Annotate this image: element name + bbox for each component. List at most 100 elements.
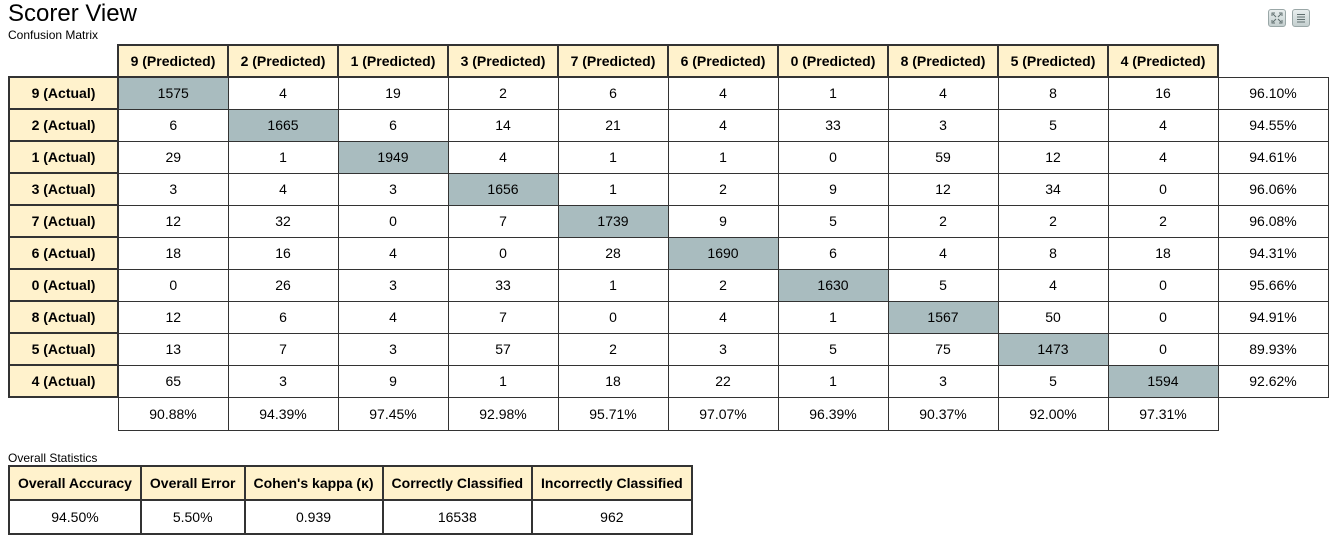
matrix-diagonal-cell: 1594 xyxy=(1107,364,1219,398)
matrix-cell: 0 xyxy=(117,268,229,302)
matrix-diagonal-cell: 1567 xyxy=(887,300,999,334)
matrix-cell: 5 xyxy=(777,332,889,366)
matrix-cell: 4 xyxy=(337,236,449,270)
row-accuracy-cell: 92.62% xyxy=(1217,364,1329,398)
stats-header-cell: Correctly Classified xyxy=(381,465,534,501)
matrix-cell: 9 xyxy=(777,172,889,206)
predicted-column-header: 0 (Predicted) xyxy=(777,44,889,78)
actual-row-header: 8 (Actual) xyxy=(8,300,119,334)
matrix-cell: 6 xyxy=(117,108,229,142)
matrix-cell: 50 xyxy=(997,300,1109,334)
row-accuracy-cell: 96.10% xyxy=(1217,76,1329,110)
fullscreen-icon xyxy=(1271,12,1283,24)
matrix-cell: 3 xyxy=(667,332,779,366)
matrix-cell: 5 xyxy=(997,364,1109,398)
column-accuracy-row: 90.88% 94.39% 97.45% 92.98% 95.71% 97.07% 96.3… xyxy=(9,396,1328,431)
row-accuracy-cell: 89.93% xyxy=(1217,332,1329,366)
matrix-cell: 9 xyxy=(667,204,779,238)
column-accuracy-cell: 95.71% xyxy=(557,396,669,431)
matrix-cell: 0 xyxy=(557,300,669,334)
matrix-row: 4 (Actual) 65 3 9 1 18 22 1 3 5 1594 92.62% xyxy=(8,364,1329,398)
matrix-cell: 7 xyxy=(447,300,559,334)
matrix-cell: 7 xyxy=(227,332,339,366)
row-accuracy-cell: 96.06% xyxy=(1217,172,1329,206)
matrix-cell: 0 xyxy=(1107,332,1219,366)
predicted-column-header: 2 (Predicted) xyxy=(227,44,339,78)
stats-value-row: 94.50% 5.50% 0.939 16538 962 xyxy=(8,499,693,535)
matrix-row: 1 (Actual) 29 1 1949 4 1 1 0 59 12 4 94.61% xyxy=(8,140,1329,174)
matrix-diagonal-cell: 1656 xyxy=(447,172,559,206)
matrix-cell: 75 xyxy=(887,332,999,366)
matrix-cell: 3 xyxy=(227,364,339,398)
matrix-cell: 1 xyxy=(557,268,669,302)
actual-row-header: 5 (Actual) xyxy=(8,332,119,366)
row-accuracy-cell: 94.31% xyxy=(1217,236,1329,270)
predicted-column-header: 8 (Predicted) xyxy=(887,44,999,78)
menu-button[interactable] xyxy=(1292,9,1310,27)
stats-header-cell: Incorrectly Classified xyxy=(531,465,693,501)
matrix-cell: 4 xyxy=(667,300,779,334)
column-accuracy-cell: 97.07% xyxy=(667,396,779,431)
matrix-row: 3 (Actual) 3 4 3 1656 1 2 9 12 34 0 96.06% xyxy=(8,172,1329,206)
matrix-cell: 12 xyxy=(997,140,1109,174)
matrix-diagonal-cell: 1665 xyxy=(227,108,339,142)
predicted-column-header: 7 (Predicted) xyxy=(557,44,669,78)
column-accuracy-cell: 97.45% xyxy=(337,396,449,431)
empty-cell xyxy=(9,397,118,430)
matrix-cell: 6 xyxy=(777,236,889,270)
matrix-cell: 4 xyxy=(997,268,1109,302)
matrix-cell: 33 xyxy=(447,268,559,302)
overall-statistics-label: Overall Statistics xyxy=(8,451,98,465)
matrix-cell: 12 xyxy=(887,172,999,206)
matrix-cell: 3 xyxy=(887,364,999,398)
column-accuracy-cell: 90.37% xyxy=(887,396,999,431)
matrix-diagonal-cell: 1739 xyxy=(557,204,669,238)
matrix-cell: 0 xyxy=(1107,268,1219,302)
matrix-cell: 3 xyxy=(887,108,999,142)
stats-value-cell: 16538 xyxy=(381,499,534,535)
matrix-diagonal-cell: 1690 xyxy=(667,236,779,270)
matrix-cell: 4 xyxy=(447,140,559,174)
matrix-cell: 3 xyxy=(117,172,229,206)
matrix-cell: 59 xyxy=(887,140,999,174)
actual-row-header: 7 (Actual) xyxy=(8,204,119,238)
stats-value-cell: 5.50% xyxy=(139,499,246,535)
matrix-corner xyxy=(9,45,118,77)
matrix-row: 5 (Actual) 13 7 3 57 2 3 5 75 1473 0 89.93% xyxy=(8,332,1329,366)
stats-value-cell: 962 xyxy=(531,499,693,535)
overall-statistics-table: Overall Accuracy Overall Error Cohen's kap… xyxy=(8,465,693,535)
matrix-cell: 2 xyxy=(557,332,669,366)
matrix-cell: 26 xyxy=(227,268,339,302)
matrix-row: 6 (Actual) 18 16 4 0 28 1690 6 4 8 18 94.31% xyxy=(8,236,1329,270)
stats-value-cell: 0.939 xyxy=(243,499,384,535)
row-accuracy-cell: 96.08% xyxy=(1217,204,1329,238)
fullscreen-button[interactable] xyxy=(1268,9,1286,27)
matrix-cell: 8 xyxy=(997,76,1109,110)
matrix-cell: 16 xyxy=(227,236,339,270)
matrix-cell: 21 xyxy=(557,108,669,142)
matrix-cell: 4 xyxy=(337,300,449,334)
matrix-cell: 4 xyxy=(1107,108,1219,142)
matrix-subtitle: Confusion Matrix xyxy=(8,28,99,42)
matrix-cell: 1 xyxy=(227,140,339,174)
matrix-cell: 9 xyxy=(337,364,449,398)
matrix-header-row: 9 (Predicted) 2 (Predicted) 1 (Predicted) 3… xyxy=(9,44,1328,78)
actual-row-header: 4 (Actual) xyxy=(8,364,119,398)
page-title: Scorer View xyxy=(8,0,137,27)
matrix-cell: 6 xyxy=(227,300,339,334)
predicted-column-header: 4 (Predicted) xyxy=(1107,44,1219,78)
matrix-cell: 4 xyxy=(667,108,779,142)
matrix-cell: 5 xyxy=(997,108,1109,142)
matrix-cell: 65 xyxy=(117,364,229,398)
row-accuracy-cell: 94.91% xyxy=(1217,300,1329,334)
row-accuracy-cell: 94.55% xyxy=(1217,108,1329,142)
matrix-cell: 0 xyxy=(1107,300,1219,334)
matrix-diagonal-cell: 1473 xyxy=(997,332,1109,366)
matrix-cell: 1 xyxy=(777,76,889,110)
row-accuracy-cell: 94.61% xyxy=(1217,140,1329,174)
matrix-cell: 0 xyxy=(447,236,559,270)
matrix-cell: 18 xyxy=(1107,236,1219,270)
matrix-row: 8 (Actual) 12 6 4 7 0 4 1 1567 50 0 94.91% xyxy=(8,300,1329,334)
column-accuracy-cell: 96.39% xyxy=(777,396,889,431)
matrix-row: 9 (Actual) 1575 4 19 2 6 4 1 4 8 16 96.10% xyxy=(8,76,1329,110)
